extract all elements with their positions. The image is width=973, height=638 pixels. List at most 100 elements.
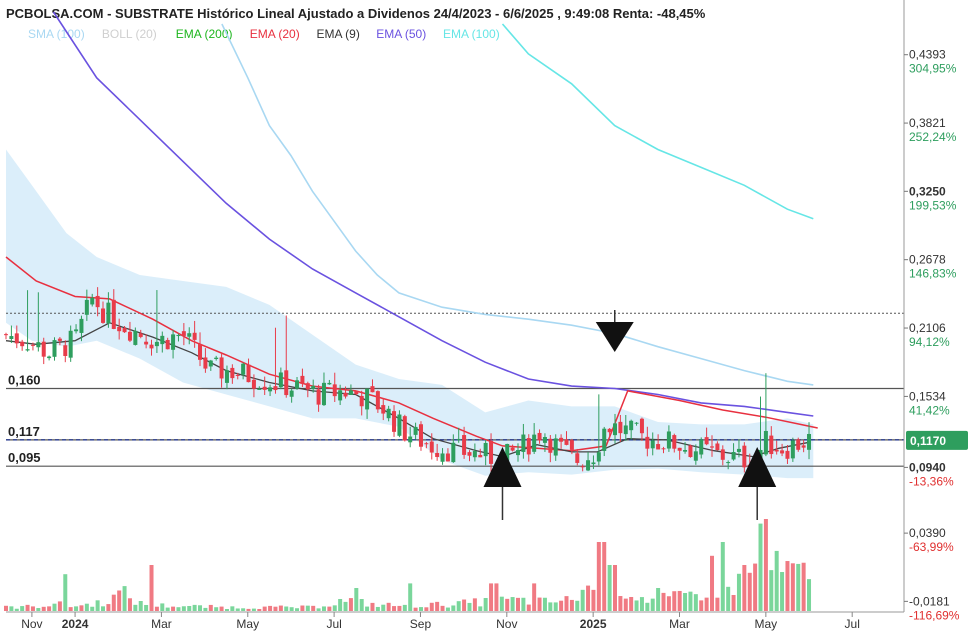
volume-bar: [618, 596, 623, 611]
bollinger-fill: [6, 149, 814, 479]
time-tick-label: 2025: [580, 617, 607, 631]
candle-body: [440, 453, 445, 462]
volume-bar: [736, 573, 741, 611]
volume-bar: [596, 542, 601, 611]
price-tick-percent: -116,69%: [909, 608, 960, 622]
candle-body: [192, 332, 197, 340]
candle-body: [699, 439, 704, 455]
volume-bar: [537, 597, 542, 611]
volume-bar: [144, 604, 149, 611]
volume-bar: [117, 590, 122, 611]
candle-body: [650, 440, 655, 449]
candle-body: [672, 435, 677, 449]
price-tick-label: 0,0940: [909, 460, 946, 474]
volume-bar: [224, 609, 229, 611]
volume-bar: [542, 597, 547, 611]
price-tick-percent: -13,36%: [909, 474, 954, 488]
volume-bar: [661, 592, 666, 611]
legend-item: SMA (100): [28, 27, 85, 41]
candle-body: [629, 420, 634, 431]
candle-body: [4, 334, 8, 336]
time-tick-label: May: [755, 617, 778, 631]
indicator-lines: [5, 11, 818, 458]
volume-bar: [569, 599, 574, 611]
candle-body: [14, 333, 19, 344]
volume-bars: [4, 519, 812, 611]
candle-body: [537, 432, 542, 441]
volume-bar: [801, 562, 806, 611]
volume-bar: [656, 588, 661, 611]
candle-body: [564, 439, 569, 445]
volume-bar: [203, 607, 208, 611]
signal-arrow-up: [738, 447, 777, 487]
volume-bar: [580, 589, 585, 611]
volume-bar: [74, 606, 79, 611]
volume-bar: [171, 606, 176, 611]
volume-bar: [381, 604, 386, 611]
volume-bar: [553, 602, 558, 611]
candle-body: [586, 460, 591, 471]
candle-body: [807, 433, 812, 450]
volume-bar: [472, 598, 477, 611]
candle-body: [127, 331, 132, 341]
volume-bar: [84, 603, 89, 611]
candle-body: [370, 386, 375, 393]
volume-bar: [198, 605, 203, 611]
candle-body: [47, 356, 52, 359]
volume-bar: [548, 602, 553, 611]
volume-bar: [591, 589, 596, 611]
plot-area[interactable]: 0,160 0,117 0,095: [4, 11, 904, 611]
candle-body: [251, 379, 256, 389]
current-price-label: 0,1170: [910, 434, 946, 448]
volume-bar: [133, 604, 138, 611]
time-tick-label: May: [236, 617, 259, 631]
candle-body: [456, 438, 461, 440]
volume-bar: [111, 594, 116, 611]
signal-arrows: [483, 310, 777, 520]
volume-bar: [90, 606, 95, 611]
volume-bar: [402, 604, 407, 611]
volume-bar: [375, 606, 380, 611]
volume-bar: [763, 519, 768, 611]
chart-legend: SMA (100) BOLL (20) EMA (200) EMA (20) EMA (…: [28, 27, 500, 41]
candle-body: [52, 340, 57, 357]
volume-bar: [645, 602, 650, 611]
volume-bar: [731, 594, 736, 611]
candle-body: [688, 445, 693, 458]
candle-body: [780, 450, 785, 454]
volume-bar: [160, 603, 165, 611]
candle-body: [429, 441, 434, 453]
volume-bar: [440, 605, 445, 611]
price-tick-percent: 199,53%: [909, 198, 957, 212]
candle-body: [375, 391, 380, 410]
volume-bar: [774, 550, 779, 611]
volume-bar: [122, 586, 127, 611]
volume-bar: [327, 606, 332, 611]
candle-body: [214, 357, 219, 360]
candle-body: [666, 431, 671, 449]
candle-body: [176, 335, 181, 337]
candle-body: [532, 434, 537, 452]
price-tick-percent: 304,95%: [909, 62, 957, 76]
candle-body: [230, 367, 235, 379]
price-tick-label: 0,4393: [909, 48, 946, 62]
legend-item: EMA (50): [376, 27, 426, 41]
volume-bar: [235, 608, 240, 611]
reference-lines: 0,160 0,117 0,095: [6, 312, 904, 467]
candle-body: [224, 370, 229, 383]
candle-body: [472, 451, 477, 458]
bollinger-band: [6, 149, 814, 479]
candle-body: [311, 385, 316, 390]
time-tick-label: Sep: [410, 617, 432, 631]
volume-bar: [187, 605, 192, 611]
volume-bar: [192, 604, 197, 611]
volume-bar: [289, 607, 294, 611]
volume-bar: [359, 599, 364, 611]
volume-bar: [526, 604, 531, 611]
volume-bar: [715, 597, 720, 611]
candle-body: [451, 442, 456, 463]
candle-body: [68, 330, 73, 358]
volume-bar: [52, 603, 57, 611]
signal-arrow-down: [595, 322, 634, 352]
volume-bar: [445, 607, 450, 611]
